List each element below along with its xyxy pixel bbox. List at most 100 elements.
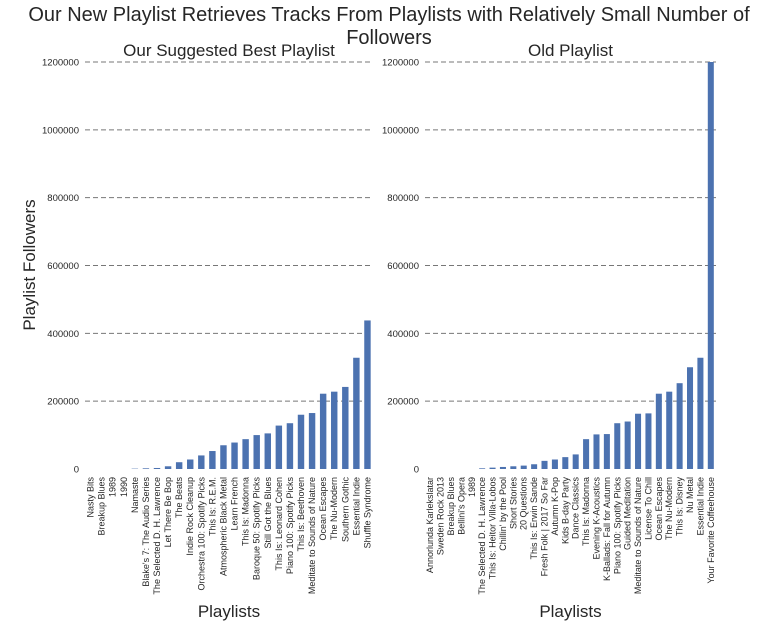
bar-old-5: [479, 468, 486, 469]
panel-title-old: Old Playlist: [528, 41, 613, 60]
y-tick-label-suggested-6: 1200000: [42, 58, 79, 69]
x-tick-label-old-20: Meditate to Sounds of Nature: [633, 477, 643, 594]
x-tick-label-old-22: Ocean Escapes: [654, 477, 664, 541]
bar-suggested-13: [231, 442, 238, 469]
x-tick-label-old-2: Breakup Blues: [446, 477, 456, 536]
bar-suggested-15: [253, 435, 260, 469]
bar-old-24: [676, 383, 683, 469]
panel-title-suggested: Our Suggested Best Playlist: [123, 41, 335, 60]
x-tick-label-suggested-23: Southern Gothic: [340, 477, 350, 543]
bar-old-22: [655, 393, 662, 469]
x-tick-label-suggested-9: Indie Rock Cleanup: [185, 477, 195, 556]
x-tick-label-suggested-19: This Is: Beethoven: [296, 477, 306, 552]
bar-suggested-20: [308, 413, 316, 469]
chart-panel-suggested: Our Suggested Best Playlist 0 200000 400000…: [42, 41, 373, 621]
x-tick-label-suggested-7: Let There Be Bop: [163, 477, 173, 547]
figure-title: Our New Playlist Retrieves Tracks From P…: [28, 4, 750, 49]
bar-suggested-6: [153, 467, 161, 469]
y-tick-label-old-5: 1000000: [382, 125, 419, 136]
x-tick-label-old-13: Kids B-day Party: [560, 477, 570, 545]
x-tick-label-old-11: Fresh Folk | 2017 So Far: [540, 477, 550, 576]
y-tick-label-suggested-1: 200000: [47, 397, 79, 408]
bar-suggested-18: [286, 423, 294, 469]
x-tick-label-suggested-3: 1990: [119, 477, 129, 497]
y-tick-label-old-2: 400000: [387, 329, 419, 340]
x-tick-label-suggested-8: The Beats: [174, 477, 184, 519]
x-tick-label-old-3: Bellini's Opera: [456, 477, 466, 535]
bar-old-19: [624, 421, 631, 469]
x-tick-label-suggested-17: This Is: Leonard Cohen: [274, 477, 284, 571]
x-tick-label-old-24: This Is: Disney: [675, 477, 685, 537]
y-tick-label-old-0: 0: [414, 465, 419, 476]
bar-suggested-7: [164, 466, 172, 469]
bar-suggested-11: [209, 451, 216, 469]
x-tick-label-old-19: Guided Meditation: [623, 477, 633, 550]
x-axis-label-old: Playlists: [539, 602, 601, 621]
x-tick-label-suggested-14: This Is: Madonna: [241, 477, 251, 546]
x-tick-label-old-4: 1989: [467, 477, 477, 497]
bar-suggested-8: [175, 462, 183, 469]
bar-suggested-25: [364, 320, 371, 469]
bar-suggested-10: [198, 455, 205, 469]
x-tick-label-suggested-11: This Is: R.E.M.: [207, 477, 217, 536]
x-tick-label-old-15: This Is: Madonna: [581, 477, 591, 546]
x-tick-label-suggested-5: Blake's 7: The Audio Series: [141, 477, 151, 587]
bar-old-26: [697, 357, 704, 469]
bar-old-25: [687, 367, 694, 469]
bar-suggested-19: [297, 414, 305, 469]
x-tick-label-old-27: Your Favorite Coffeehouse: [706, 477, 716, 584]
bar-old-21: [645, 413, 652, 469]
x-tick-label-suggested-25: Shuffle Syndrome: [362, 477, 372, 548]
x-tick-label-suggested-16: Still Got the Blues: [263, 477, 273, 549]
bar-old-8: [510, 466, 517, 469]
bar-suggested-12: [220, 445, 227, 469]
x-tick-label-suggested-6: The Selected D. H. Lawrence: [152, 477, 162, 595]
bar-suggested-22: [331, 391, 338, 469]
bar-old-13: [562, 457, 569, 469]
x-tick-label-suggested-20: Meditate to Sounds of Nature: [307, 477, 317, 594]
x-tick-label-suggested-18: Piano 100: Spotify Picks: [285, 477, 295, 575]
x-tick-label-suggested-15: Baroque 50: Spotify Picks: [252, 477, 262, 581]
bar-old-6: [489, 467, 496, 469]
x-tick-label-old-12: Autumn K-Pop: [550, 477, 560, 536]
bar-old-17: [603, 434, 610, 469]
x-tick-label-old-16: Evening K-Acoustics: [591, 477, 601, 560]
x-tick-label-suggested-24: Essential Indie: [351, 477, 361, 536]
y-tick-label-old-6: 1200000: [382, 58, 419, 69]
x-tick-label-old-7: Chillin' by the Pool: [498, 477, 508, 551]
x-tick-label-suggested-0: Nasty Bits: [86, 477, 96, 518]
x-tick-label-old-0: Annorlunda Karlekslatar: [425, 477, 435, 573]
bar-old-20: [635, 413, 642, 469]
x-tick-label-old-17: K-Ballads: Fall for Autumn: [602, 477, 612, 581]
bar-old-10: [531, 464, 538, 469]
x-tick-label-suggested-10: Orchestra 100: Spotify Picks: [196, 477, 206, 591]
bar-suggested-5: [142, 468, 150, 469]
x-tick-label-suggested-1: Breakup Blues: [97, 477, 107, 536]
y-tick-label-old-3: 600000: [387, 261, 419, 272]
x-tick-label-suggested-21: Ocean Escapes: [318, 477, 328, 541]
bar-suggested-9: [187, 459, 194, 469]
y-tick-label-suggested-2: 400000: [47, 329, 79, 340]
x-tick-label-old-18: Piano 100: Spotify Picks: [612, 477, 622, 575]
y-tick-label-suggested-4: 800000: [47, 193, 79, 204]
bar-old-9: [520, 465, 527, 469]
x-tick-label-suggested-4: Namaste: [130, 477, 140, 513]
y-axis-label: Playlist Followers: [20, 199, 39, 330]
bar-suggested-17: [275, 425, 283, 469]
x-tick-label-old-5: The Selected D. H. Lawrence: [477, 477, 487, 595]
bar-old-27: [707, 62, 714, 469]
bar-suggested-16: [264, 433, 271, 469]
x-tick-label-old-10: This Is: Erwin Sande: [529, 477, 539, 560]
x-tick-label-old-21: License To Chill: [643, 477, 653, 540]
x-tick-label-old-9: 20 Questions: [519, 477, 529, 531]
x-tick-label-old-6: This Is: Heitor Villa-Lobos: [488, 477, 498, 580]
bar-old-12: [551, 459, 558, 469]
x-tick-label-suggested-13: Learn French: [230, 477, 240, 531]
y-tick-label-old-4: 800000: [387, 193, 419, 204]
x-tick-label-suggested-2: 1989: [108, 477, 118, 497]
bar-suggested-24: [353, 357, 360, 469]
bar-old-7: [499, 466, 506, 469]
y-tick-label-suggested-0: 0: [74, 465, 79, 476]
